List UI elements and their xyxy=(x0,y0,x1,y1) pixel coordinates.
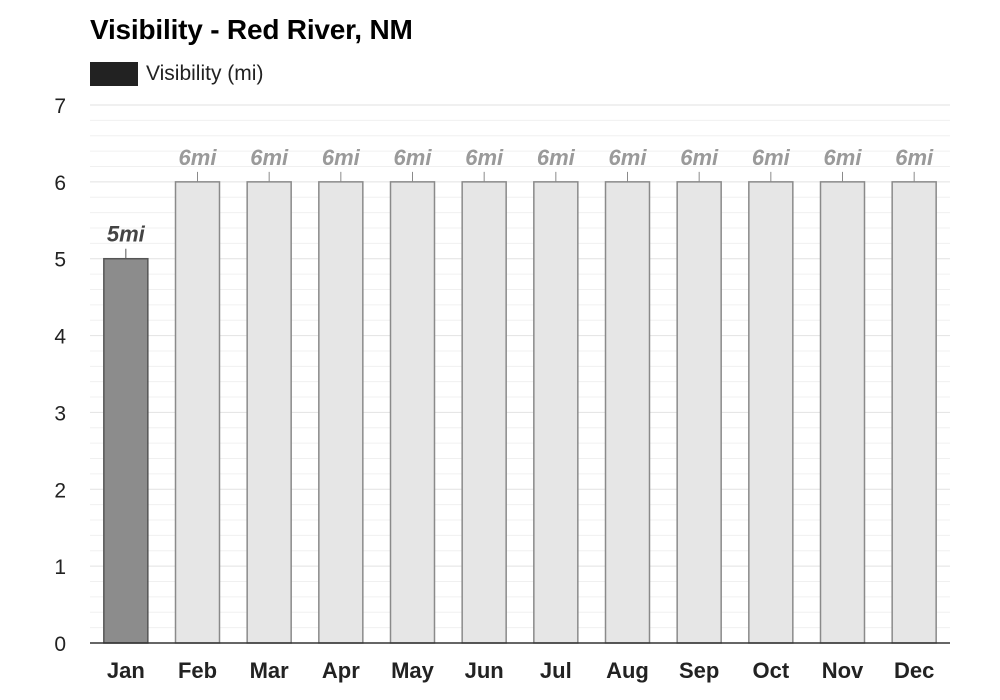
legend: Visibility (mi) xyxy=(90,62,263,86)
x-axis-ticks: Jan Feb Mar Apr May Jun Jul Aug Sep Oct Nov Dec xyxy=(107,658,934,683)
data-label: 6mi xyxy=(895,145,934,170)
data-label: 6mi xyxy=(179,145,218,170)
bars: 5mi 6mi 6mi 6mi 6mi 6mi 6mi 6mi 6mi 6mi 6mi 6mi xyxy=(103,145,937,644)
data-label: 6mi xyxy=(537,145,576,170)
bar-mar xyxy=(246,181,292,644)
x-tick-label: Apr xyxy=(322,658,360,683)
x-tick-label: Jun xyxy=(465,658,504,683)
bar-feb xyxy=(174,181,221,644)
x-tick-label: May xyxy=(391,658,435,683)
y-tick-label: 0 xyxy=(54,633,66,656)
y-tick-label: 4 xyxy=(54,326,66,349)
legend-swatch xyxy=(90,62,138,86)
data-label: 6mi xyxy=(322,145,361,170)
bar-jan xyxy=(103,257,149,644)
x-tick-label: Nov xyxy=(822,658,864,683)
bar-oct xyxy=(748,181,794,644)
bar-sep xyxy=(676,181,722,644)
bar-nov xyxy=(819,181,866,644)
data-label: 6mi xyxy=(465,145,504,170)
x-tick-label: Aug xyxy=(606,658,649,683)
y-tick-label: 3 xyxy=(54,402,66,425)
x-tick-label: Feb xyxy=(178,658,217,683)
x-tick-label: Oct xyxy=(752,658,789,683)
x-tick-label: Dec xyxy=(894,658,934,683)
x-tick-label: Mar xyxy=(250,658,290,683)
data-label: 6mi xyxy=(394,145,433,170)
bar-jun xyxy=(461,181,507,644)
y-tick-label: 1 xyxy=(54,556,66,579)
gridlines xyxy=(90,104,950,629)
bar-apr xyxy=(318,181,364,644)
x-tick-label: Jul xyxy=(540,658,572,683)
data-label: 6mi xyxy=(250,145,289,170)
chart-title: Visibility - Red River, NM xyxy=(90,14,413,45)
bar-dec xyxy=(891,181,937,644)
y-axis-ticks: 0 1 2 3 4 5 6 7 xyxy=(54,95,66,656)
data-label: 6mi xyxy=(824,145,863,170)
data-label: 5mi xyxy=(107,222,146,247)
data-label: 6mi xyxy=(609,145,648,170)
data-label: 6mi xyxy=(680,145,719,170)
bar-may xyxy=(389,181,436,644)
bar-aug xyxy=(604,181,651,644)
y-tick-label: 6 xyxy=(54,172,66,195)
y-tick-label: 7 xyxy=(54,95,66,118)
y-tick-label: 2 xyxy=(54,479,66,502)
x-tick-label: Sep xyxy=(679,658,719,683)
y-tick-label: 5 xyxy=(54,249,66,272)
x-tick-label: Jan xyxy=(107,658,145,683)
bar-jul xyxy=(533,181,579,644)
data-label: 6mi xyxy=(752,145,791,170)
legend-label: Visibility (mi) xyxy=(146,62,264,85)
